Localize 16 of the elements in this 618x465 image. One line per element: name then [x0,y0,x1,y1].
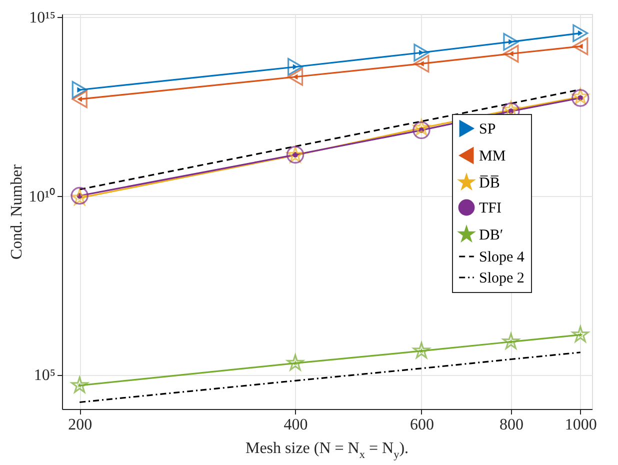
x-tick-label: 800 [499,416,524,434]
x-tick-label: 600 [410,416,434,434]
legend-label: Slope 2 [479,270,524,286]
y-axis-title: Cond. Number [8,164,26,260]
legend-label: DB′ [479,228,504,244]
legend-label: MM [479,148,506,164]
y-tick-label: 10⁵ [34,367,56,384]
legend-label: TFI [479,200,502,216]
legend-label: Slope 4 [479,250,525,266]
legend-label: SP [479,122,496,138]
y-tick-label: 10¹⁵ [29,9,56,26]
x-tick-label: 400 [284,416,308,434]
x-tick-label: 1000 [564,416,597,434]
legend-label: D̅B̅ [479,174,500,192]
x-tick-label: 200 [68,416,92,434]
y-tick-label: 10¹⁰ [28,187,56,206]
